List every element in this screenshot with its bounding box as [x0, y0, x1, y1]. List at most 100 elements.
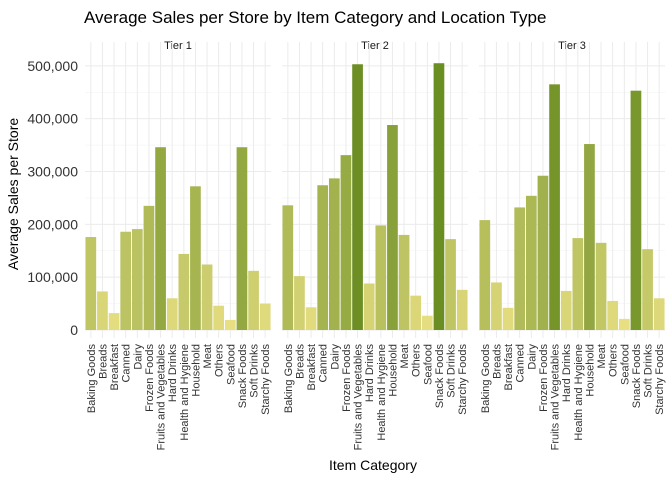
bar-breads: [97, 291, 108, 330]
bar-fruits-and-vegetables: [155, 147, 166, 330]
bar-breads: [491, 282, 502, 330]
x-tick-label: Dairy: [329, 344, 341, 370]
x-tick-label: Meat: [399, 344, 411, 368]
x-axis-title: Item Category: [329, 457, 417, 473]
bar-seafood: [421, 315, 433, 330]
bar-others: [410, 295, 422, 330]
y-tick-label: 0: [70, 322, 78, 338]
x-tick-label: Baking Goods: [86, 344, 98, 414]
bar-fruits-and-vegetables: [549, 84, 560, 330]
x-tick-label: Snack Foods: [237, 344, 249, 409]
bar-starchy-foods: [456, 289, 468, 330]
bar-breakfast: [108, 313, 120, 330]
x-tick-label: Seafood: [225, 344, 237, 385]
facet-strip-label: Tier 2: [361, 40, 389, 52]
y-axis-title: Average Sales per Store: [5, 118, 21, 270]
bar-starchy-foods: [259, 303, 271, 330]
chart-title: Average Sales per Store by Item Category…: [84, 8, 546, 27]
bar-health-and-hygiene: [572, 238, 584, 330]
x-tick-label: Breads: [491, 344, 503, 379]
x-tick-label: Dairy: [526, 344, 538, 370]
x-tick-label: Hard Drinks: [364, 344, 376, 403]
x-tick-label: Fruits and Vegetables: [550, 344, 562, 451]
x-tick-label: Frozen Foods: [144, 344, 156, 412]
bar-others: [213, 305, 225, 330]
x-tick-label: Canned: [121, 344, 133, 383]
bar-canned: [120, 231, 132, 330]
x-tick-label: Starchy Foods: [260, 344, 272, 415]
x-tick-label: Seafood: [619, 344, 631, 385]
x-tick-label: Hard Drinks: [561, 344, 573, 403]
y-tick-label: 300,000: [27, 164, 78, 180]
x-tick-label: Frozen Foods: [341, 344, 353, 412]
x-tick-label: Fruits and Vegetables: [156, 344, 168, 451]
x-tick-label: Breads: [294, 344, 306, 379]
bar-snack-foods: [630, 90, 642, 331]
bar-household: [387, 125, 398, 331]
bar-hard-drinks: [560, 290, 572, 330]
y-tick-label: 100,000: [27, 269, 78, 285]
x-tick-label: Meat: [596, 344, 608, 368]
x-tick-label: Health and Hygiene: [179, 344, 191, 441]
bar-meat: [595, 242, 607, 330]
y-tick-label: 500,000: [27, 58, 78, 74]
x-tick-label: Starchy Foods: [457, 344, 469, 415]
bar-meat: [398, 234, 410, 330]
bar-soft-drinks: [248, 270, 259, 330]
x-tick-label: Baking Goods: [480, 344, 492, 414]
bar-starchy-foods: [653, 298, 665, 330]
bar-breads: [294, 276, 305, 330]
x-tick-label: Others: [608, 344, 620, 378]
x-tick-label: Breakfast: [109, 344, 121, 390]
facet-strip-label: Tier 3: [558, 40, 586, 52]
x-tick-label: Soft Drinks: [643, 344, 655, 398]
bar-meat: [201, 264, 213, 330]
bar-dairy: [328, 178, 340, 330]
bar-breakfast: [305, 307, 317, 330]
x-tick-label: Baking Goods: [283, 344, 295, 414]
bar-soft-drinks: [445, 239, 456, 330]
x-tick-label: Others: [214, 344, 226, 378]
facet-strip-label: Tier 1: [164, 40, 192, 52]
x-tick-label: Seafood: [422, 344, 434, 385]
x-tick-label: Health and Hygiene: [573, 344, 585, 441]
plot-area: 0 100,000 200,000 300,000 400,000 500,000 Tier…: [27, 40, 666, 450]
bar-health-and-hygiene: [375, 225, 387, 330]
bar-hard-drinks: [363, 283, 375, 330]
bar-canned: [317, 185, 329, 330]
x-tick-label: Canned: [515, 344, 527, 383]
facet-panel-1: Tier 1 Baking Goods Breads Breakfast Canned D…: [85, 40, 272, 450]
bar-dairy: [525, 195, 537, 330]
x-tick-label: Snack Foods: [434, 344, 446, 409]
x-tick-label: Household: [584, 344, 596, 397]
x-tick-label: Breakfast: [503, 344, 515, 390]
bar-snack-foods: [433, 63, 445, 331]
facet-panel-3: Tier 3 Baking Goods Breads Breakfast Canned D…: [479, 40, 666, 450]
bar-others: [607, 300, 619, 330]
x-tick-label: Fruits and Vegetables: [353, 344, 365, 451]
x-tick-label: Soft Drinks: [446, 344, 458, 398]
bar-baking-goods: [282, 205, 294, 330]
bar-dairy: [131, 229, 143, 330]
x-tick-label: Others: [411, 344, 423, 378]
x-tick-label: Snack Foods: [631, 344, 643, 409]
bar-frozen-foods: [537, 175, 549, 330]
x-tick-label: Household: [190, 344, 202, 397]
bar-seafood: [224, 319, 236, 330]
bar-baking-goods: [479, 220, 491, 330]
bar-hard-drinks: [166, 298, 178, 330]
bar-frozen-foods: [340, 155, 352, 330]
y-tick-label: 400,000: [27, 111, 78, 127]
bar-fruits-and-vegetables: [352, 64, 363, 330]
bar-household: [190, 186, 201, 330]
y-tick-label: 200,000: [27, 216, 78, 232]
x-tick-label: Breakfast: [306, 344, 318, 390]
x-tick-label: Starchy Foods: [654, 344, 666, 415]
x-tick-label: Breads: [97, 344, 109, 379]
x-tick-label: Canned: [318, 344, 330, 383]
bar-frozen-foods: [143, 205, 155, 330]
x-tick-label: Frozen Foods: [538, 344, 550, 412]
bar-seafood: [618, 318, 630, 330]
